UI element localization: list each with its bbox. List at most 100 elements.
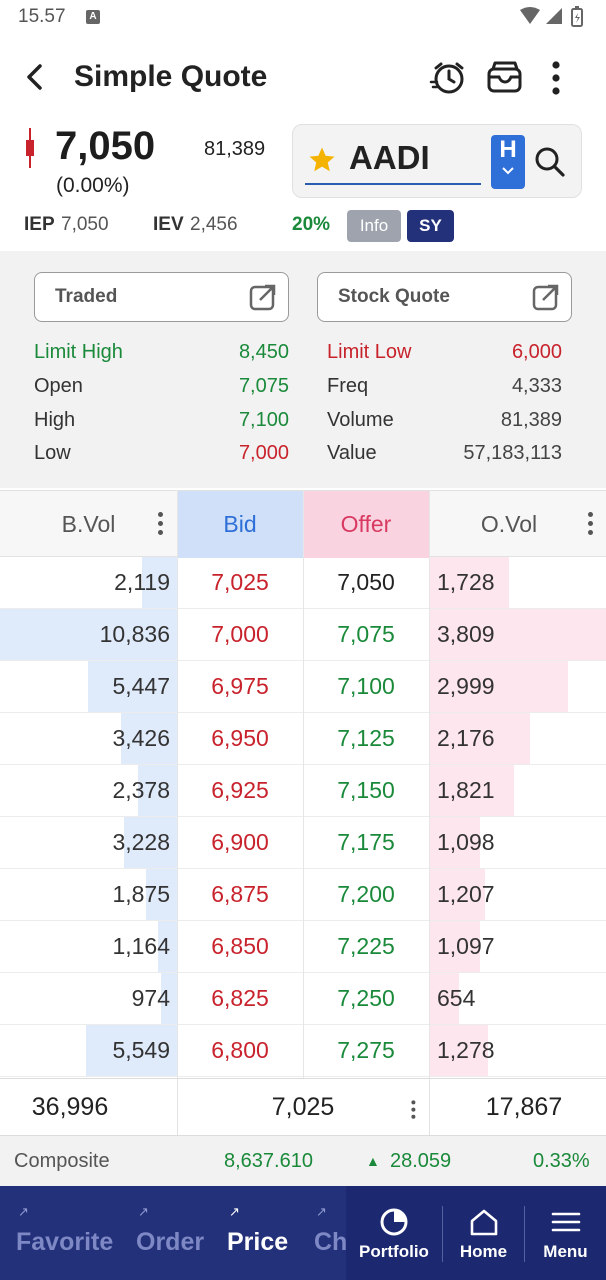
signal-battery-icon [520, 6, 583, 27]
quick-nav: Portfolio Home Menu [346, 1186, 606, 1280]
nav-divider [442, 1206, 443, 1262]
freq-value: 4,333 [511, 375, 562, 397]
open-label: Open [34, 375, 83, 397]
bid-volume: 10,836 [99, 621, 170, 647]
limit-pct: 20% [292, 214, 331, 235]
arrow-icon: ↗ [138, 1204, 149, 1219]
tab-chart-label: Chart [314, 1228, 346, 1256]
limit-low-value: 6,000 [511, 341, 562, 363]
alarm-icon[interactable] [428, 58, 468, 98]
info-button[interactable]: Info [347, 210, 401, 242]
traded-label: Traded [55, 286, 118, 307]
quote-detail-panel: Traded Stock Quote Limit High 8,450 Open… [0, 251, 606, 488]
bid-volume-bar [121, 713, 177, 764]
bid-volume-bar [138, 765, 177, 816]
app-header: Simple Quote [0, 44, 606, 114]
total-price: 7,025 [271, 1093, 335, 1121]
traded-button[interactable]: Traded [34, 272, 289, 322]
menu-button[interactable]: Menu [525, 1186, 606, 1280]
sy-button[interactable]: SY [407, 210, 454, 242]
tab-order-label: Order [136, 1228, 205, 1256]
order-book-row[interactable]: 2,119 7,025 7,050 1,728 [0, 557, 606, 609]
high-row: High 7,100 [34, 409, 289, 437]
bid-volume-bar [146, 869, 177, 920]
offer-volume: 1,278 [437, 1037, 495, 1063]
page-title: Simple Quote [74, 60, 268, 93]
arrow-icon: ↗ [316, 1204, 327, 1219]
bid-volume-bar [161, 973, 177, 1024]
offer-volume-bar [429, 557, 509, 608]
order-book-row[interactable]: 1,164 6,850 7,225 1,097 [0, 921, 606, 973]
offer-price: 7,100 [337, 673, 395, 699]
open-row: Open 7,075 [34, 375, 289, 403]
menu-icon [550, 1206, 582, 1238]
iev-label: IEV [153, 214, 184, 235]
bvol-header[interactable]: B.Vol [61, 511, 116, 537]
arrow-icon: ↗ [18, 1204, 29, 1219]
offer-price: 7,200 [337, 881, 395, 907]
bid-volume-bar [142, 557, 177, 608]
column-divider [177, 490, 178, 1078]
external-link-icon [531, 282, 561, 312]
bid-price: 7,025 [211, 569, 269, 595]
order-book-row[interactable]: 10,836 7,000 7,075 3,809 [0, 609, 606, 661]
limit-high-value: 8,450 [238, 341, 289, 363]
iev-value: 2,456 [190, 214, 238, 235]
bid-volume-bar [0, 609, 177, 660]
board-dropdown[interactable]: H [491, 135, 525, 189]
bid-volume: 2,378 [112, 777, 170, 803]
high-label: High [34, 409, 76, 431]
up-triangle-icon: ▲ [366, 1153, 380, 1169]
totals-divider [429, 1079, 430, 1135]
order-book-row[interactable]: 5,549 6,800 7,275 1,278 [0, 1025, 606, 1077]
bid-price: 6,975 [211, 673, 269, 699]
bid-price: 6,950 [211, 725, 269, 751]
order-book-row[interactable]: 3,426 6,950 7,125 2,176 [0, 713, 606, 765]
offer-price: 7,075 [337, 621, 395, 647]
home-button[interactable]: Home [443, 1186, 524, 1280]
offer-price: 7,125 [337, 725, 395, 751]
portfolio-button[interactable]: Portfolio [346, 1186, 442, 1280]
high-value: 7,100 [238, 409, 289, 431]
stock-quote-label: Stock Quote [338, 286, 450, 307]
wallet-icon[interactable] [485, 58, 525, 98]
total-volume: 81,389 [204, 138, 266, 160]
value-label: Value [327, 442, 377, 464]
low-value: 7,000 [238, 442, 289, 464]
offer-price: 7,250 [337, 985, 395, 1011]
bid-volume-bar [86, 1025, 177, 1076]
totals-divider [177, 1079, 178, 1135]
star-icon[interactable] [307, 145, 337, 175]
bid-volume: 3,426 [112, 725, 170, 751]
bid-price: 6,850 [211, 933, 269, 959]
ovol-header[interactable]: O.Vol [480, 511, 538, 537]
bid-volume: 1,875 [112, 881, 170, 907]
column-divider [303, 490, 304, 1078]
bid-price: 6,875 [211, 881, 269, 907]
bid-price: 7,000 [211, 621, 269, 647]
order-book-row[interactable]: 5,447 6,975 7,100 2,999 [0, 661, 606, 713]
offer-volume: 654 [437, 985, 476, 1011]
freq-label: Freq [327, 375, 369, 397]
bvol-kebab-icon[interactable] [157, 509, 163, 539]
external-link-icon [248, 282, 278, 312]
bid-price: 6,825 [211, 985, 269, 1011]
ovol-kebab-icon[interactable] [587, 509, 593, 539]
bid-header: Bid [177, 491, 303, 558]
stock-quote-button[interactable]: Stock Quote [317, 272, 572, 322]
freq-row: Freq 4,333 [327, 375, 562, 403]
back-arrow-icon[interactable] [20, 60, 50, 94]
offer-price: 7,225 [337, 933, 395, 959]
symbol-input[interactable]: AADI [349, 139, 430, 176]
search-icon[interactable] [533, 145, 567, 179]
offer-volume-bar [429, 609, 606, 660]
composite-ticker[interactable]: Composite 8,637.610 ▲ 28.059 0.33% [0, 1136, 606, 1186]
symbol-underline [305, 183, 481, 185]
totals-kebab-icon[interactable] [411, 1098, 416, 1122]
nav-divider [524, 1206, 525, 1262]
volume-label: Volume [327, 409, 394, 431]
offer-price: 7,275 [337, 1037, 395, 1063]
bid-volume-bar [124, 817, 177, 868]
kebab-icon[interactable] [548, 58, 564, 98]
board-label: H [499, 136, 517, 163]
